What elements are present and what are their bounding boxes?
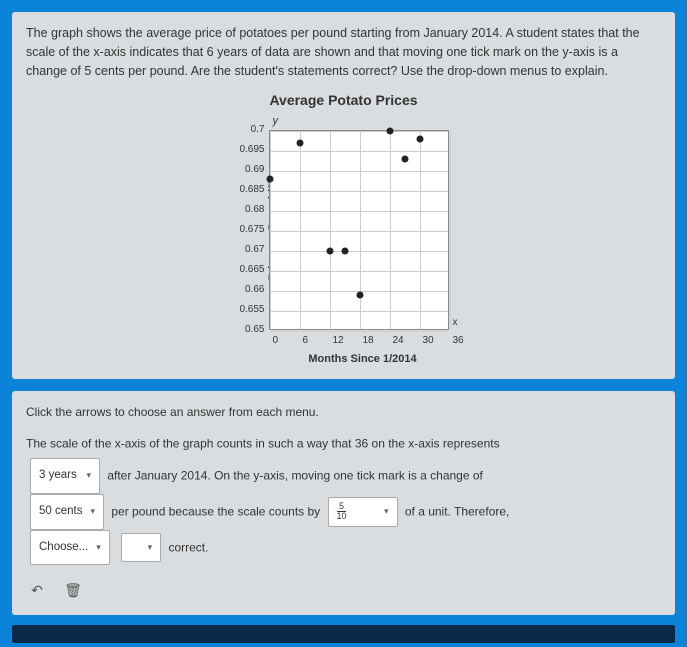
gridline-h: [270, 251, 448, 252]
x-axis-label: Months Since 1/2014: [273, 351, 453, 368]
dropdown-years[interactable]: 3 years ▾: [30, 458, 100, 494]
gridline-h: [270, 331, 448, 332]
data-point: [416, 135, 423, 142]
undo-button[interactable]: ↶: [26, 579, 48, 601]
data-point: [401, 155, 408, 162]
dropdown-years-value: 3 years: [39, 462, 77, 490]
chevron-down-icon: ▾: [148, 537, 153, 559]
gridline-h: [270, 191, 448, 192]
x-ticks: 061218243036: [273, 333, 453, 348]
gridline-v: [450, 131, 451, 329]
gridline-h: [270, 231, 448, 232]
dropdown-cents[interactable]: 50 cents ▾: [30, 494, 104, 530]
gridline-h: [270, 271, 448, 272]
gridline-h: [270, 131, 448, 132]
gridline-v: [300, 131, 301, 329]
chevron-down-icon: ▾: [384, 501, 389, 523]
trash-button[interactable]: 🗑: [62, 579, 84, 601]
gridline-h: [270, 151, 448, 152]
answer-text-2: after January 2014. On the y-axis, movin…: [107, 469, 483, 483]
data-point: [296, 139, 303, 146]
gridline-v: [330, 131, 331, 329]
chevron-down-icon: ▾: [96, 537, 101, 559]
chevron-down-icon: ▾: [86, 465, 91, 487]
undo-icon: ↶: [31, 582, 43, 599]
gridline-v: [360, 131, 361, 329]
quiz-container: The graph shows the average price of pot…: [8, 8, 679, 647]
gridline-h: [270, 211, 448, 212]
y-ticks: 0.70.6950.690.6850.680.6750.670.6650.660…: [235, 130, 269, 330]
answer-text-1: The scale of the x-axis of the graph cou…: [26, 437, 500, 451]
chart-title: Average Potato Prices: [235, 90, 453, 111]
fraction-denominator: 10: [337, 512, 347, 521]
toolbar: ↶ 🗑: [26, 579, 661, 601]
dropdown-correctness[interactable]: ▾: [121, 533, 161, 563]
dropdown-choose[interactable]: Choose... ▾: [30, 530, 110, 566]
data-point: [341, 247, 348, 254]
answer-text-5: correct.: [168, 540, 208, 554]
answer-instruction: Click the arrows to choose an answer fro…: [26, 405, 661, 419]
answer-text-3: per pound because the scale counts by: [111, 504, 320, 518]
data-point: [326, 247, 333, 254]
dropdown-fraction[interactable]: 5 10 ▾: [328, 497, 398, 527]
data-point: [386, 127, 393, 134]
dropdown-cents-value: 50 cents: [39, 498, 82, 526]
gridline-v: [420, 131, 421, 329]
scatter-plot: x: [269, 130, 449, 330]
footer-strip: [12, 625, 675, 643]
data-point: [356, 291, 363, 298]
question-panel: The graph shows the average price of pot…: [12, 12, 675, 379]
answer-text-4: of a unit. Therefore,: [405, 504, 510, 518]
chart-area: Price per Pound ($) 0.70.6950.690.6850.6…: [235, 130, 453, 330]
question-text: The graph shows the average price of pot…: [26, 24, 661, 80]
trash-icon: 🗑: [64, 582, 82, 599]
gridline-v: [390, 131, 391, 329]
gridline-h: [270, 311, 448, 312]
answer-panel: Click the arrows to choose an answer fro…: [12, 391, 675, 615]
fraction-display: 5 10: [337, 502, 347, 521]
x-arrow-label: x: [453, 315, 458, 330]
answer-flow: The scale of the x-axis of the graph cou…: [26, 429, 661, 565]
y-axis-top-label: y: [273, 113, 453, 130]
gridline-h: [270, 171, 448, 172]
gridline-v: [270, 131, 271, 329]
data-point: [266, 175, 273, 182]
chevron-down-icon: ▾: [90, 501, 95, 523]
chart-wrap: Average Potato Prices y Price per Pound …: [26, 90, 661, 367]
dropdown-choose-value: Choose...: [39, 534, 88, 562]
